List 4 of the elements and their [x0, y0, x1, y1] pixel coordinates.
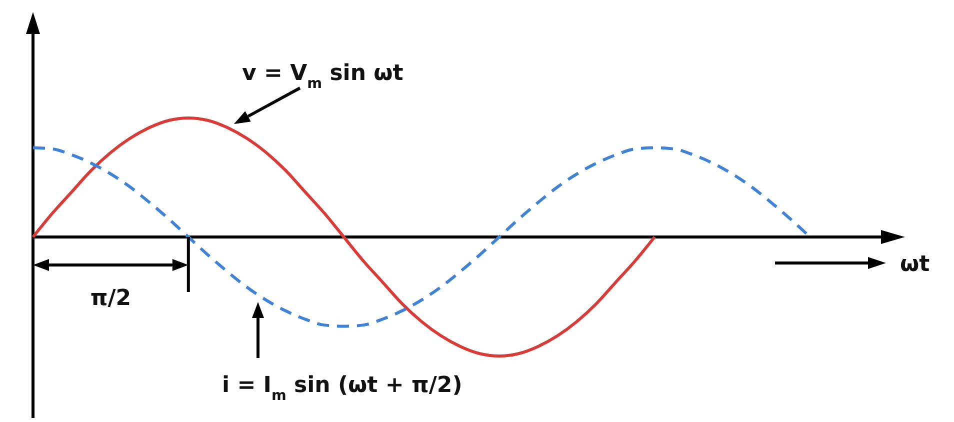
x-axis-title: ωt — [900, 252, 930, 277]
series-label: v = V$_{m}$ sin ωt — [242, 61, 404, 92]
text: i = I$_{m}$ sin (ωt + π/2) — [222, 373, 462, 404]
annotation: π/2 — [90, 286, 132, 311]
